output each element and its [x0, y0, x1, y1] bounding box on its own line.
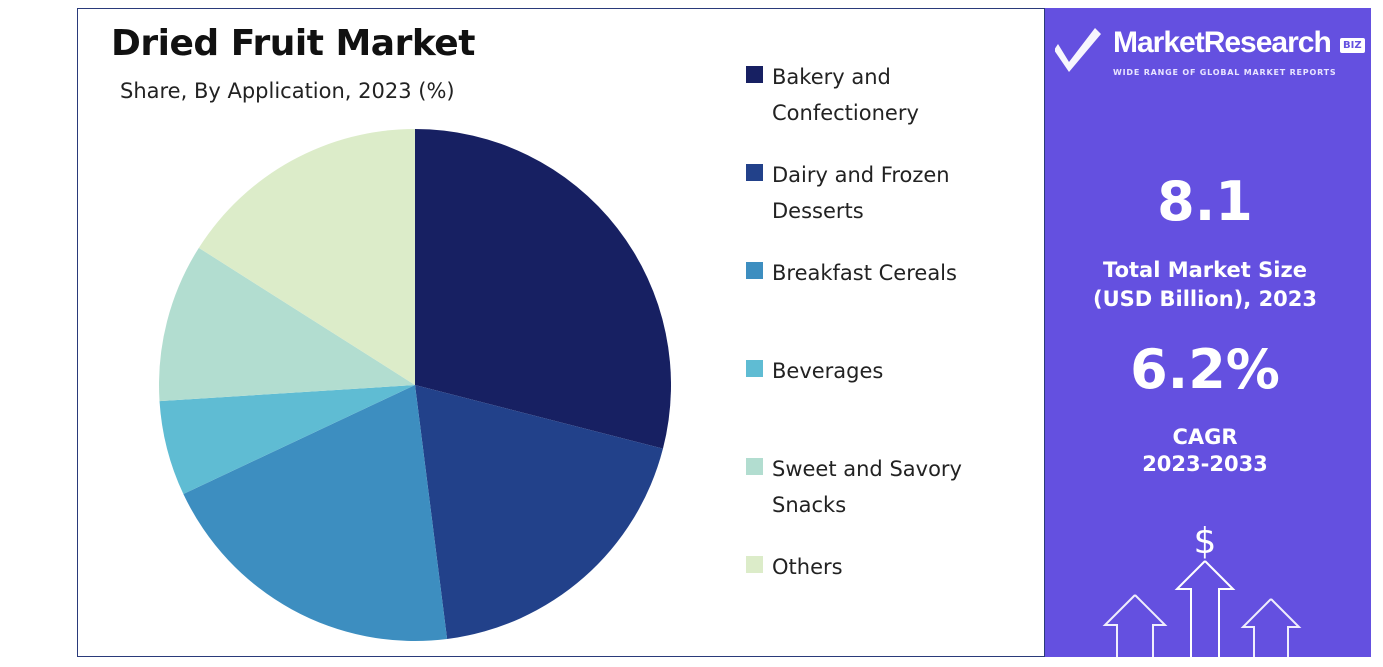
chart-title: Dried Fruit Market	[111, 23, 475, 64]
dollar-sign-icon: $	[1194, 521, 1217, 562]
pie-slice-breakfast-cereals[interactable]	[183, 385, 448, 641]
legend-item[interactable]: Beverages	[746, 353, 1012, 389]
brand-check-logo-icon	[1055, 28, 1101, 72]
chart-subtitle: Share, By Application, 2023 (%)	[120, 79, 455, 103]
cagr-label-line1: CAGR	[1172, 425, 1238, 449]
chart-panel: Dried Fruit Market Share, By Application…	[77, 8, 1045, 657]
cagr-value: 6.2%	[1130, 338, 1280, 401]
legend-label: Bakery and Confectionery	[772, 65, 919, 125]
brand-badge: BIZ	[1340, 38, 1365, 53]
legend-swatch	[746, 556, 763, 573]
market-size-label-line1: Total Market Size	[1103, 258, 1307, 282]
pie-slice-beverages[interactable]	[159, 385, 415, 494]
legend-swatch	[746, 164, 763, 181]
pie-slice-bakery-and-confectionery[interactable]	[415, 129, 672, 449]
legend-swatch	[746, 262, 763, 279]
pie-slice-sweet-and-savory-snacks[interactable]	[159, 247, 415, 402]
pie-slice-others[interactable]	[198, 129, 415, 385]
cagr-label-line2: 2023-2033	[1142, 452, 1268, 476]
legend-item[interactable]: Others	[746, 549, 1012, 585]
legend-label: Breakfast Cereals	[772, 261, 957, 285]
legend-item[interactable]: Bakery and Confectionery	[746, 59, 1012, 131]
brand-tagline: WIDE RANGE OF GLOBAL MARKET REPORTS	[1113, 68, 1337, 77]
legend-label: Others	[772, 555, 843, 579]
stats-panel: MarketResearch BIZ WIDE RANGE OF GLOBAL …	[1045, 8, 1371, 657]
legend-label: Sweet and Savory Snacks	[772, 457, 962, 517]
pie-slice-dairy-and-frozen-desserts[interactable]	[415, 385, 663, 639]
legend-swatch	[746, 458, 763, 475]
legend-item[interactable]: Sweet and Savory Snacks	[746, 451, 1012, 523]
brand-name: MarketResearch	[1113, 26, 1332, 59]
dollar-growth-arrows-icon: $	[1102, 521, 1302, 657]
legend: Bakery and Confectionery Dairy and Frozen…	[746, 59, 1036, 599]
brand-logo-block[interactable]: MarketResearch BIZ WIDE RANGE OF GLOBAL …	[1055, 24, 1365, 88]
legend-item[interactable]: Dairy and Frozen Desserts	[746, 157, 1012, 229]
legend-label: Dairy and Frozen Desserts	[772, 163, 950, 223]
legend-swatch	[746, 360, 763, 377]
market-size-label-line2: (USD Billion), 2023	[1092, 287, 1318, 311]
pie-chart	[159, 129, 672, 641]
legend-item[interactable]: Breakfast Cereals	[746, 255, 1012, 291]
legend-label: Beverages	[772, 359, 884, 383]
legend-swatch	[746, 66, 763, 83]
market-size-value: 8.1	[1157, 170, 1253, 233]
